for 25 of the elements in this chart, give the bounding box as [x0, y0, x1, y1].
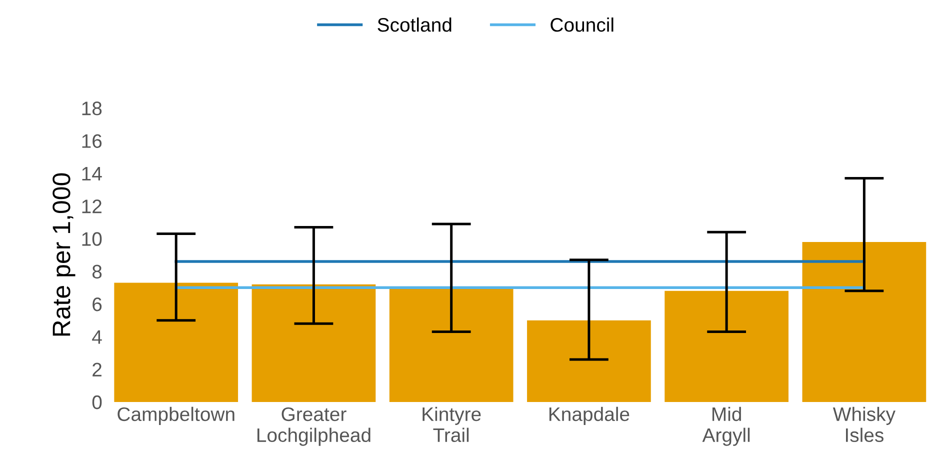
y-axis-title: Rate per 1,000	[52, 173, 76, 336]
y-tick-label: 0	[92, 395, 102, 410]
bar	[802, 242, 926, 402]
x-tick-label: Knapdale	[549, 406, 630, 425]
y-tick-label: 18	[82, 102, 102, 116]
bar	[527, 320, 651, 402]
y-tick-label: 8	[92, 264, 102, 279]
x-tick-label: Greater Lochgilphead	[257, 407, 370, 446]
y-tick-label: 6	[92, 297, 102, 312]
y-tick-label: 12	[82, 200, 102, 214]
bar	[664, 290, 788, 402]
y-tick-label: 2	[92, 362, 102, 376]
x-tick-label: Campbeltown	[118, 406, 234, 425]
bar	[114, 282, 238, 402]
y-tick-label: 10	[82, 232, 102, 246]
y-tick-label: 4	[92, 330, 102, 344]
bar	[252, 284, 376, 402]
bar	[389, 288, 514, 402]
x-tick-label: Kintyre Trail	[422, 406, 481, 442]
y-tick-label: 14	[82, 167, 102, 180]
legend-label: Scotland	[378, 18, 452, 32]
x-tick-label: Mid Argyll	[702, 406, 750, 446]
legend-label: Council	[550, 18, 614, 32]
x-tick-label: Whisky Isles	[832, 406, 896, 442]
y-tick-label: 16	[82, 134, 102, 148]
